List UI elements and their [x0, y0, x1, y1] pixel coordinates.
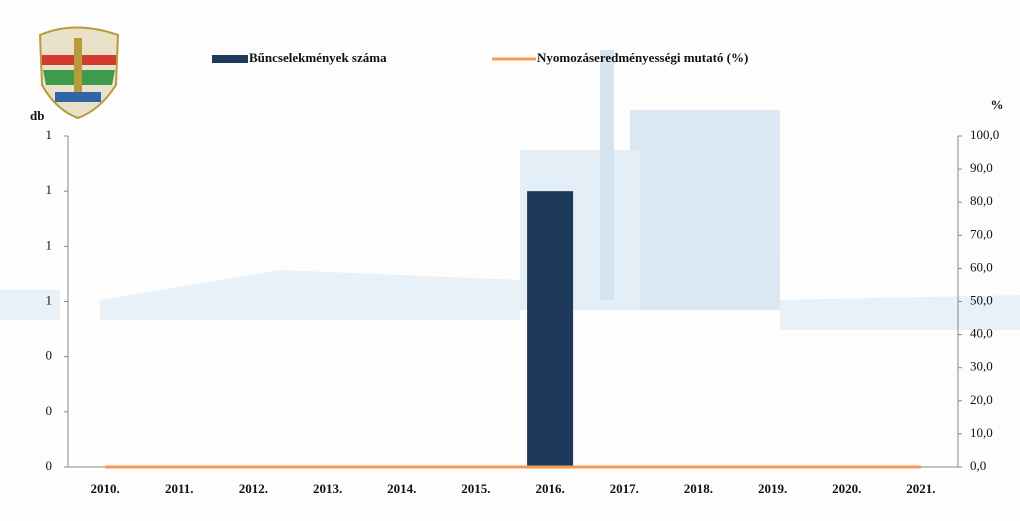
y2-tick-label: 70,0 — [970, 226, 993, 241]
x-tick-label: 2010. — [90, 481, 119, 496]
y2-tick-label: 60,0 — [970, 259, 993, 274]
police-logo — [38, 26, 120, 120]
y-tick-label: 1 — [46, 292, 53, 307]
y-axis-label: db — [30, 108, 44, 123]
x-tick-label: 2013. — [313, 481, 342, 496]
x-tick-label: 2015. — [461, 481, 490, 496]
y2-tick-label: 0,0 — [970, 458, 986, 473]
y-tick-label: 0 — [46, 348, 53, 363]
x-tick-label: 2016. — [535, 481, 564, 496]
y2-tick-label: 10,0 — [970, 425, 993, 440]
legend-label: Bűncselekmények száma — [249, 50, 387, 65]
y-tick-label: 1 — [46, 182, 53, 197]
x-tick-label: 2020. — [832, 481, 861, 496]
x-tick-label: 2021. — [906, 481, 935, 496]
x-tick-label: 2012. — [239, 481, 268, 496]
bar — [527, 191, 574, 467]
y2-tick-label: 80,0 — [970, 193, 993, 208]
x-tick-label: 2011. — [165, 481, 194, 496]
legend: Bűncselekmények száma Nyomozáseredményess… — [212, 50, 748, 65]
background-photo — [0, 50, 1020, 330]
legend-label: Nyomozáseredményességi mutató (%) — [537, 50, 748, 65]
y2-tick-label: 40,0 — [970, 326, 993, 341]
y2-tick-label: 90,0 — [970, 160, 993, 175]
y2-axis-label: % — [991, 97, 1004, 112]
y-tick-label: 1 — [46, 237, 53, 252]
x-tick-label: 2019. — [758, 481, 787, 496]
y-tick-label: 0 — [46, 403, 53, 418]
y2-tick-label: 50,0 — [970, 292, 993, 307]
y-tick-label: 1 — [46, 127, 53, 142]
y2-tick-label: 100,0 — [970, 127, 999, 142]
x-tick-label: 2018. — [684, 481, 713, 496]
legend-swatch — [212, 55, 248, 63]
x-tick-label: 2014. — [387, 481, 416, 496]
y-tick-label: 0 — [46, 458, 53, 473]
y2-tick-label: 30,0 — [970, 359, 993, 374]
y2-tick-label: 20,0 — [970, 392, 993, 407]
x-tick-label: 2017. — [610, 481, 639, 496]
